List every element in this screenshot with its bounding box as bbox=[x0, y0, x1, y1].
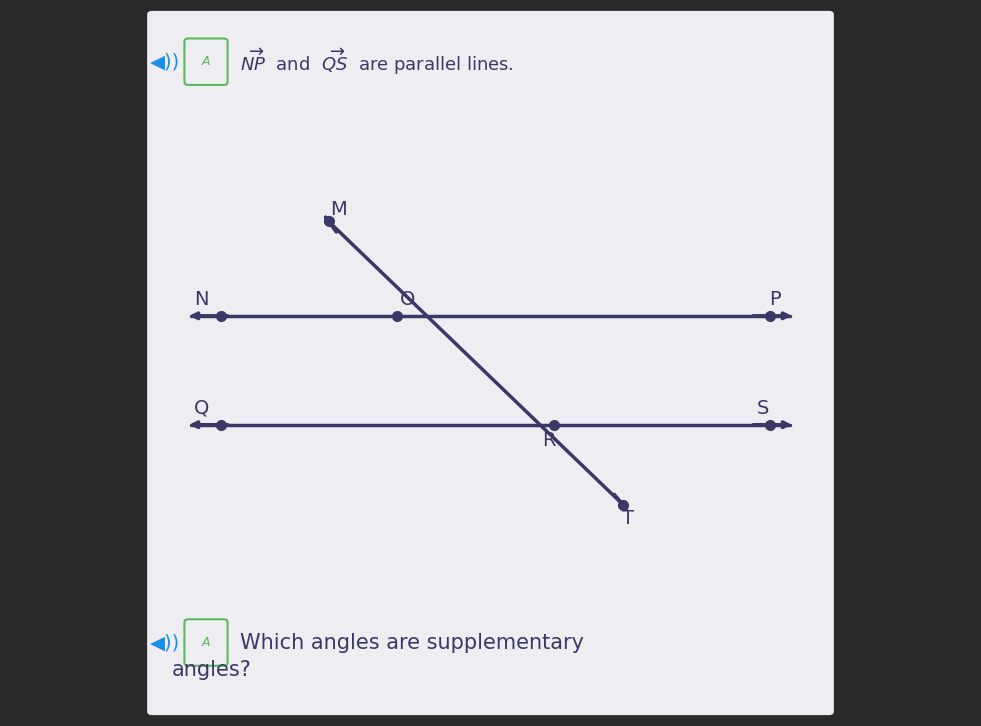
Text: ◀)): ◀)) bbox=[150, 633, 180, 652]
Text: N: N bbox=[194, 290, 208, 309]
Text: S: S bbox=[757, 399, 769, 417]
FancyBboxPatch shape bbox=[147, 11, 834, 715]
Text: A: A bbox=[202, 636, 210, 649]
Text: A: A bbox=[202, 55, 210, 68]
Text: Q: Q bbox=[193, 399, 209, 417]
Text: P: P bbox=[769, 290, 781, 309]
Text: T: T bbox=[622, 509, 634, 528]
Text: Which angles are supplementary: Which angles are supplementary bbox=[240, 632, 585, 653]
Text: ◀)): ◀)) bbox=[150, 52, 180, 71]
Text: $\overrightarrow{NP}$  and  $\overrightarrow{QS}$  are parallel lines.: $\overrightarrow{NP}$ and $\overrightarr… bbox=[240, 46, 514, 77]
Text: M: M bbox=[330, 200, 347, 219]
Text: O: O bbox=[399, 290, 415, 309]
Text: angles?: angles? bbox=[172, 660, 251, 680]
Text: R: R bbox=[542, 431, 556, 450]
